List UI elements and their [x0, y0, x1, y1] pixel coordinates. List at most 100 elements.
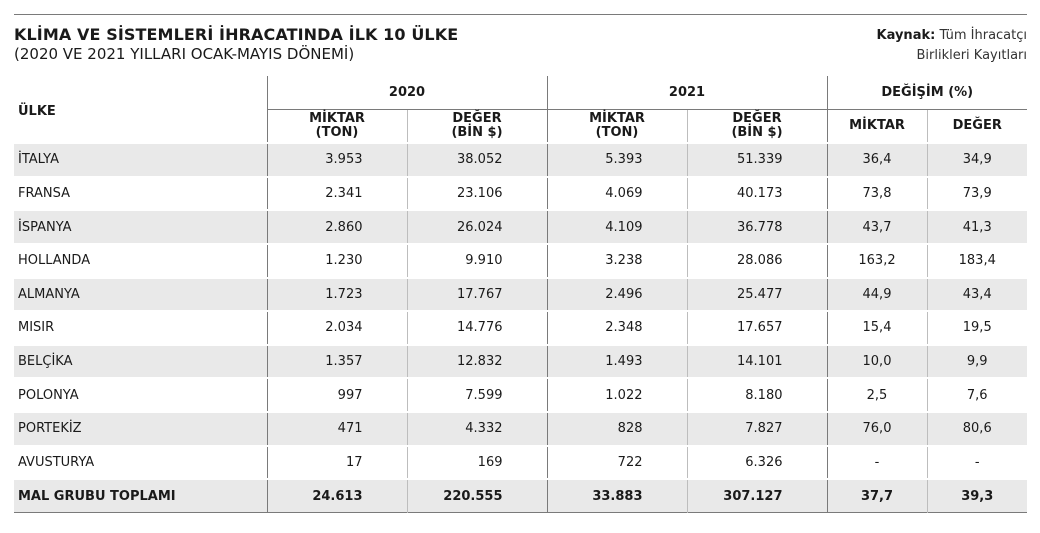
cell-change-miktar: 73,8 [826, 175, 927, 211]
cell-miktar-2020: 2.341 [266, 175, 407, 211]
cell-miktar-2020: 1.230 [266, 242, 407, 278]
cell-deger-2020: 9.910 [406, 242, 547, 278]
cell-country: İSPANYA [14, 209, 267, 244]
cell-deger-2020: 7.599 [406, 377, 547, 412]
table-row: FRANSA 2.341 23.106 4.069 40.173 73,8 73,9 [14, 175, 1027, 211]
source-label: Kaynak: [876, 28, 936, 43]
cell-change-miktar: 37,7 [826, 478, 927, 513]
table-row: PORTEKİZ 471 4.332 828 7.827 76,0 80,6 [14, 410, 1027, 446]
cell-miktar-2021: 5.393 [546, 142, 687, 177]
header-row-sub: MİKTAR (TON) DEĞER (BİN $) MİKTAR (TON) DEĞ… [14, 109, 1027, 145]
cell-miktar-2020: 2.860 [266, 209, 407, 244]
cell-change-deger: 19,5 [926, 310, 1027, 345]
cell-deger-2020: 23.106 [406, 175, 547, 211]
cell-change-miktar: - [826, 444, 927, 480]
source-line-2: Birlikleri Kayıtları [916, 48, 1027, 63]
cell-miktar-2021: 1.493 [546, 343, 687, 379]
cell-deger-2021: 7.827 [686, 410, 827, 446]
cell-change-deger: 39,3 [926, 478, 1027, 513]
cell-miktar-2021: 2.496 [546, 276, 687, 312]
cell-country: ALMANYA [14, 276, 267, 312]
cell-deger-2021: 6.326 [686, 444, 827, 480]
cell-change-miktar: 44,9 [826, 276, 927, 312]
cell-miktar-2020: 997 [266, 377, 407, 412]
country-header: ÜLKE [18, 104, 56, 119]
cell-miktar-2021: 33.883 [546, 478, 687, 513]
cell-deger-2021: 51.339 [686, 142, 827, 177]
source-line-1: Tüm İhracatçı [939, 28, 1027, 43]
col-header-2020-deger: DEĞER (BİN $) [406, 109, 547, 145]
cell-country: İTALYA [14, 142, 267, 177]
cell-country: POLONYA [14, 377, 267, 412]
cell-miktar-2020: 1.357 [266, 343, 407, 379]
cell-deger-2020: 220.555 [406, 478, 547, 513]
table-row: HOLLANDA 1.230 9.910 3.238 28.086 163,2 183,4 [14, 242, 1027, 278]
cell-miktar-2021: 828 [546, 410, 687, 446]
header-row-years: ÜLKE 2020 2021 DEĞİŞİM (%) [14, 76, 1027, 119]
cell-change-miktar: 36,4 [826, 142, 927, 177]
cell-miktar-2021: 2.348 [546, 310, 687, 345]
table-row: İSPANYA 2.860 26.024 4.109 36.778 43,7 41,3 [14, 209, 1027, 244]
cell-deger-2021: 17.657 [686, 310, 827, 345]
table-row: BELÇİKA 1.357 12.832 1.493 14.101 10,0 9,9 [14, 343, 1027, 379]
cell-deger-2020: 17.767 [406, 276, 547, 312]
cell-deger-2020: 26.024 [406, 209, 547, 244]
cell-miktar-2020: 1.723 [266, 276, 407, 312]
cell-change-deger: 41,3 [926, 209, 1027, 244]
cell-change-miktar: 15,4 [826, 310, 927, 345]
cell-miktar-2020: 471 [266, 410, 407, 446]
group-header-2021: 2021 [546, 76, 827, 111]
cell-country: MISIR [14, 310, 267, 345]
page-title: KLİMA VE SİSTEMLERİ İHRACATINDA İLK 10 Ü… [14, 25, 459, 44]
table-row: AVUSTURYA 17 169 722 6.326- - [14, 444, 1027, 480]
cell-deger-2021: 307.127 [686, 478, 827, 513]
cell-change-deger: 9,9 [926, 343, 1027, 379]
col-header-2021-miktar: MİKTAR (TON) [546, 109, 687, 145]
cell-change-deger: 80,6 [926, 410, 1027, 446]
cell-miktar-2021: 1.022 [546, 377, 687, 412]
cell-deger-2020: 12.832 [406, 343, 547, 379]
cell-country: BELÇİKA [14, 343, 267, 379]
table-row: MISIR 2.034 14.776 2.348 17.657 15,4 19,5 [14, 310, 1027, 345]
cell-deger-2021: 28.086 [686, 242, 827, 278]
cell-miktar-2021: 4.069 [546, 175, 687, 211]
source-note: Kaynak: Tüm İhracatçı Birlikleri Kayıtla… [877, 26, 1027, 66]
table-total-row: MAL GRUBU TOPLAMI 24.613 220.555 33.883 307.… [14, 478, 1027, 513]
col-header-2021-deger: DEĞER (BİN $) [686, 109, 827, 145]
cell-change-miktar: 76,0 [826, 410, 927, 446]
cell-change-miktar: 43,7 [826, 209, 927, 244]
group-header-2020: 2020 [266, 76, 547, 111]
table-row: ALMANYA 1.723 17.767 2.496 25.477 44,9 43,4 [14, 276, 1027, 312]
cell-deger-2020: 38.052 [406, 142, 547, 177]
cell-deger-2021: 25.477 [686, 276, 827, 312]
col-header-change-miktar: MİKTAR [826, 109, 927, 145]
cell-country: AVUSTURYA [14, 444, 267, 480]
cell-deger-2020: 14.776 [406, 310, 547, 345]
cell-miktar-2021: 4.109 [546, 209, 687, 244]
cell-miktar-2020: 17 [266, 444, 407, 480]
cell-change-deger: 73,9 [926, 175, 1027, 211]
cell-change-deger: 43,4 [926, 276, 1027, 312]
cell-change-miktar: 2,5 [826, 377, 927, 412]
cell-change-deger: 34,9 [926, 142, 1027, 177]
cell-deger-2021: 40.173 [686, 175, 827, 211]
cell-miktar-2020: 3.953 [266, 142, 407, 177]
col-header-change-deger: DEĞER [926, 109, 1027, 145]
table-row: POLONYA 997 7.599 1.022 8.180 2,5 7,6 [14, 377, 1027, 412]
cell-change-deger: 7,6 [926, 377, 1027, 412]
cell-deger-2021: 14.101 [686, 343, 827, 379]
cell-country: MAL GRUBU TOPLAMI [14, 478, 267, 513]
cell-deger-2020: 169 [406, 444, 547, 480]
cell-change-deger: - [926, 444, 1027, 480]
top-rule [14, 14, 1027, 15]
col-header-2020-miktar: MİKTAR (TON) [266, 109, 407, 145]
cell-miktar-2020: 2.034 [266, 310, 407, 345]
export-table: ÜLKE 2020 2021 DEĞİŞİM (%) MİKTAR (TON) D… [14, 76, 1027, 513]
page-subtitle: (2020 VE 2021 YILLARI OCAK-MAYIS DÖNEMİ) [14, 45, 355, 63]
cell-deger-2021: 36.778 [686, 209, 827, 244]
cell-country: FRANSA [14, 175, 267, 211]
cell-change-miktar: 10,0 [826, 343, 927, 379]
cell-deger-2020: 4.332 [406, 410, 547, 446]
cell-change-miktar: 163,2 [826, 242, 927, 278]
cell-deger-2021: 8.180 [686, 377, 827, 412]
